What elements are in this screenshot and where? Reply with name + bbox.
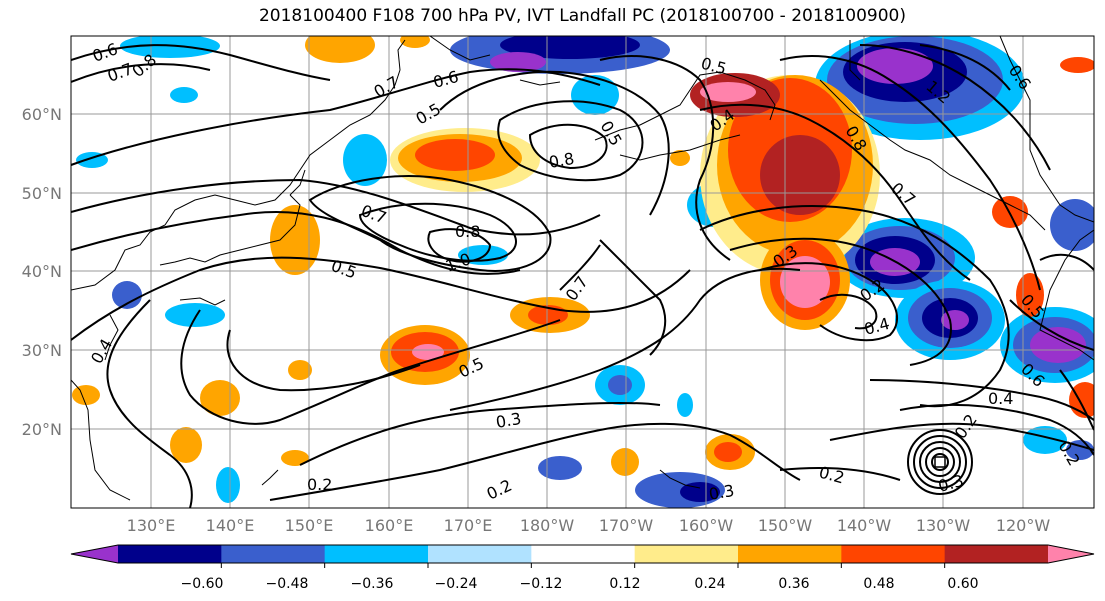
longitude-labels: 130°E 140°E 150°E 160°E 170°E 180°W 170°… bbox=[127, 516, 1051, 535]
lat-label: 50°N bbox=[22, 184, 62, 203]
lat-label: 40°N bbox=[22, 262, 62, 281]
lat-label: 30°N bbox=[22, 341, 62, 360]
colorbar-extend-high bbox=[1048, 545, 1094, 563]
lon-label: 160°E bbox=[365, 516, 414, 535]
colorbar-tick-label: −0.12 bbox=[520, 576, 563, 592]
colorbar-tick-label: −0.36 bbox=[351, 576, 394, 592]
storm-center-marker bbox=[934, 456, 946, 468]
lon-label: 170°W bbox=[599, 516, 654, 535]
colorbar-swatch bbox=[118, 545, 222, 563]
map-plot-area: 0.6 0.7 0.8 0.7 0.6 0.5 0.5 0.5 0.8 0.7 … bbox=[71, 36, 1094, 508]
contour-label: 0.8 bbox=[547, 149, 575, 172]
colorbar-tick-label: 0.24 bbox=[694, 576, 725, 592]
colorbar-tick-label: 0.12 bbox=[609, 576, 640, 592]
colorbar-tick-label: 0.60 bbox=[947, 576, 978, 592]
coastlines bbox=[71, 36, 1094, 501]
colorbar-extend-low bbox=[71, 545, 118, 563]
map-frame bbox=[70, 35, 1095, 509]
colorbar-swatch bbox=[738, 545, 842, 563]
colorbar bbox=[70, 544, 1095, 568]
map-title: 2018100400 F108 700 hPa PV, IVT Landfall… bbox=[258, 6, 906, 26]
colorbar-tick-label: −0.48 bbox=[266, 576, 309, 592]
colorbar-tick-label: −0.24 bbox=[435, 576, 478, 592]
lon-label: 140°W bbox=[837, 516, 892, 535]
colorbar-swatch bbox=[634, 545, 739, 563]
lon-label: 170°E bbox=[444, 516, 493, 535]
contour-label: 0.3 bbox=[707, 481, 735, 504]
lat-label: 20°N bbox=[22, 420, 62, 439]
colorbar-swatch bbox=[944, 545, 1049, 563]
lat-label: 60°N bbox=[22, 105, 62, 124]
lon-label: 120°W bbox=[996, 516, 1051, 535]
contour-label: 0.3 bbox=[494, 409, 522, 432]
contour-label: 0.8 bbox=[455, 222, 480, 241]
lon-label: 150°W bbox=[758, 516, 813, 535]
lon-label: 140°E bbox=[206, 516, 255, 535]
colorbar-swatch bbox=[531, 545, 636, 563]
colorbar-swatch bbox=[841, 545, 946, 563]
lon-label: 180°W bbox=[520, 516, 575, 535]
contour-lines bbox=[71, 44, 1094, 508]
contour-label: 0.4 bbox=[988, 389, 1013, 408]
latitude-labels: 60°N 50°N 40°N 30°N 20°N bbox=[22, 105, 62, 439]
colorbar-swatch bbox=[221, 545, 326, 563]
colorbar-tick-label: 0.48 bbox=[863, 576, 894, 592]
colorbar-swatch bbox=[324, 545, 429, 563]
lon-label: 160°W bbox=[679, 516, 734, 535]
lon-label: 130°E bbox=[127, 516, 176, 535]
colorbar-tick-label: −0.60 bbox=[181, 576, 224, 592]
colorbar-outline bbox=[70, 544, 1095, 564]
colorbar-tick-labels: −0.60 −0.48 −0.36 −0.24 −0.12 0.12 0.24 … bbox=[181, 576, 979, 592]
lon-label: 130°W bbox=[916, 516, 971, 535]
colorbar-tick-label: 0.36 bbox=[778, 576, 809, 592]
contour-label: 0.2 bbox=[307, 475, 332, 494]
colorbar-swatch bbox=[428, 545, 532, 563]
lon-label: 150°E bbox=[285, 516, 334, 535]
